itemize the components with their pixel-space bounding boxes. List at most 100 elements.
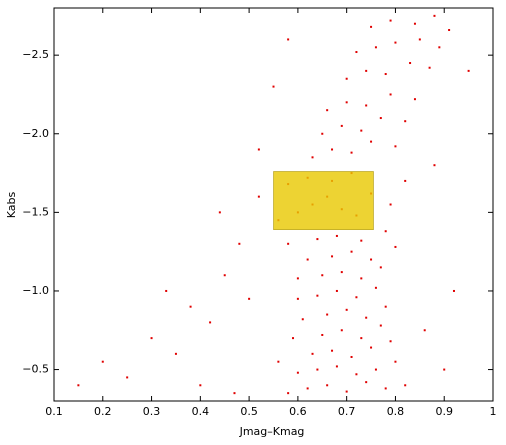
point [389, 19, 392, 22]
point [316, 294, 319, 297]
point [379, 117, 382, 120]
point [77, 384, 80, 387]
point [384, 305, 387, 308]
point [345, 101, 348, 104]
point [448, 29, 451, 32]
point [306, 258, 309, 261]
point [340, 124, 343, 127]
point [331, 255, 334, 258]
point [277, 360, 280, 363]
point [384, 73, 387, 76]
point [355, 51, 358, 54]
point [296, 277, 299, 280]
point [467, 69, 470, 72]
point [404, 179, 407, 182]
point [296, 297, 299, 300]
point [452, 289, 455, 292]
point [287, 38, 290, 41]
point [257, 148, 260, 151]
point [355, 373, 358, 376]
x-tick-label: 1 [490, 405, 497, 418]
point [370, 258, 373, 261]
point [340, 271, 343, 274]
point [365, 104, 368, 107]
point [360, 239, 363, 242]
point [394, 41, 397, 44]
point [379, 324, 382, 327]
point [340, 329, 343, 332]
point [331, 148, 334, 151]
point [292, 337, 295, 340]
point [218, 211, 221, 214]
point [311, 352, 314, 355]
point [370, 140, 373, 143]
x-tick-label: 0.8 [387, 405, 405, 418]
point [374, 368, 377, 371]
point [433, 14, 436, 17]
point [404, 384, 407, 387]
point [126, 376, 129, 379]
point [365, 69, 368, 72]
point [365, 381, 368, 384]
y-tick-label: −2.0 [22, 127, 49, 140]
x-axis-label: Jmag–Kmag [239, 425, 305, 438]
point [257, 195, 260, 198]
point [189, 305, 192, 308]
point [413, 22, 416, 25]
point [306, 387, 309, 390]
point [199, 384, 202, 387]
point [287, 392, 290, 395]
point [296, 371, 299, 374]
point [311, 156, 314, 159]
point [321, 132, 324, 135]
point [335, 289, 338, 292]
point [355, 296, 358, 299]
point [316, 368, 319, 371]
point [409, 62, 412, 65]
point [150, 337, 153, 340]
point [379, 266, 382, 269]
x-tick-label: 0.3 [143, 405, 161, 418]
point [374, 46, 377, 49]
x-tick-label: 0.6 [289, 405, 307, 418]
y-tick-label: −2.5 [22, 48, 49, 61]
point [413, 98, 416, 101]
point [345, 308, 348, 311]
point [428, 66, 431, 69]
point [174, 352, 177, 355]
point [384, 387, 387, 390]
x-tick-label: 0.9 [435, 405, 453, 418]
point [345, 390, 348, 393]
point [238, 242, 241, 245]
point [404, 120, 407, 123]
point [389, 340, 392, 343]
point [345, 77, 348, 80]
point [389, 93, 392, 96]
point [248, 297, 251, 300]
point [287, 242, 290, 245]
point [331, 349, 334, 352]
point [350, 250, 353, 253]
point [360, 129, 363, 132]
y-axis-label: Kabs [5, 191, 18, 218]
y-tick-label: −1.5 [22, 205, 49, 218]
y-tick-label: −1.0 [22, 284, 49, 297]
plot-frame [53, 7, 494, 402]
point [223, 274, 226, 277]
y-tick-label: −0.5 [22, 363, 49, 376]
selection-box [273, 171, 374, 230]
point [335, 365, 338, 368]
point [423, 329, 426, 332]
x-tick-label: 0.4 [192, 405, 210, 418]
point [209, 321, 212, 324]
point [374, 286, 377, 289]
point [394, 145, 397, 148]
point [272, 85, 275, 88]
point [365, 316, 368, 319]
point [326, 313, 329, 316]
x-tick-label: 0.1 [45, 405, 63, 418]
point [101, 360, 104, 363]
point [443, 368, 446, 371]
point [350, 355, 353, 358]
